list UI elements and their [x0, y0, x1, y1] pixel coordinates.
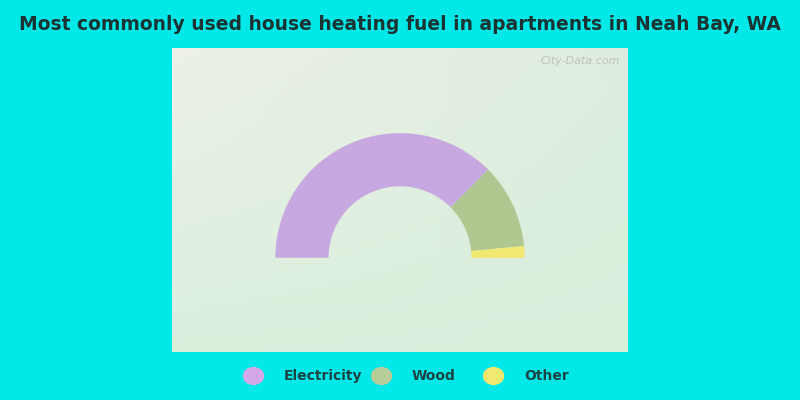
Text: Electricity: Electricity	[284, 369, 362, 383]
Wedge shape	[450, 170, 524, 251]
Wedge shape	[471, 246, 525, 258]
Text: Other: Other	[524, 369, 569, 383]
Ellipse shape	[371, 368, 392, 384]
Ellipse shape	[243, 368, 264, 384]
Text: Wood: Wood	[412, 369, 456, 383]
Ellipse shape	[483, 368, 504, 384]
Text: City-Data.com: City-Data.com	[541, 56, 621, 66]
Text: Most commonly used house heating fuel in apartments in Neah Bay, WA: Most commonly used house heating fuel in…	[19, 14, 781, 34]
Wedge shape	[275, 133, 488, 258]
